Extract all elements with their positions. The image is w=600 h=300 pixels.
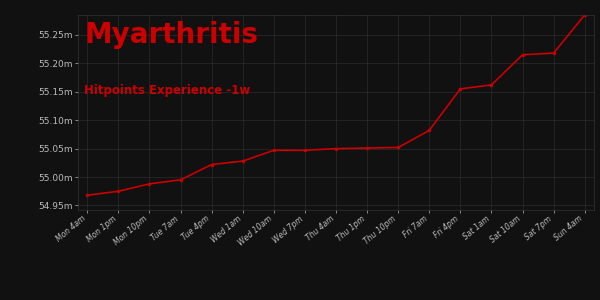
- Text: Myarthritis: Myarthritis: [84, 21, 258, 49]
- Text: Hitpoints Experience -1w: Hitpoints Experience -1w: [84, 84, 250, 97]
